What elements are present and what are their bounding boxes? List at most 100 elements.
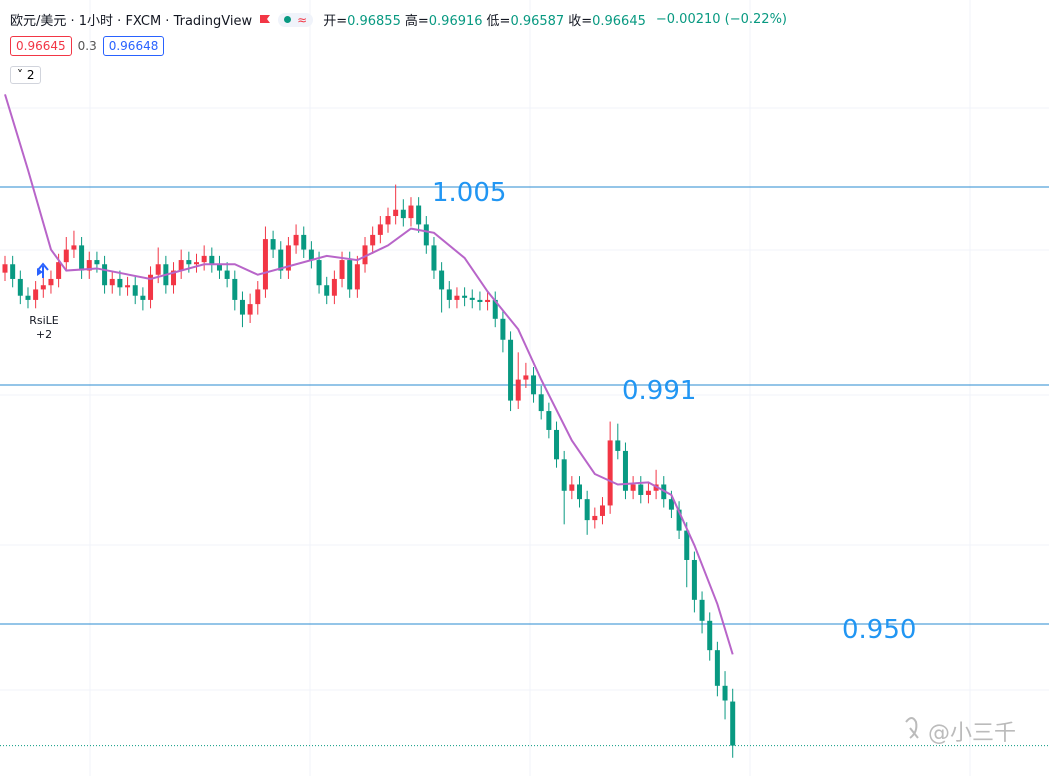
candle-body (676, 509, 682, 531)
legend-label: 开= (323, 14, 348, 29)
candle-body (569, 484, 575, 491)
candle-body (523, 375, 529, 380)
candle-body (86, 260, 92, 271)
candle-body (33, 289, 39, 300)
candle-body (645, 490, 651, 495)
candle-body (370, 234, 376, 246)
candle-body (17, 278, 23, 296)
candle-body (599, 505, 605, 516)
level-label: 0.950 (842, 615, 916, 645)
candle-body (469, 297, 475, 300)
candle-body (56, 262, 62, 279)
candle-body (416, 205, 422, 225)
change: −0.00210 (−0.22%) (655, 12, 787, 27)
candle-body (730, 701, 736, 746)
candle-body (117, 278, 123, 288)
status-pill[interactable]: ≈ (278, 12, 314, 27)
candle-body (584, 499, 590, 521)
candle-body (500, 318, 506, 340)
candle-body (324, 285, 330, 296)
candle-body (262, 239, 268, 290)
signal-label: RsiLE (29, 314, 59, 327)
candle-body (722, 685, 728, 701)
candle-body (239, 299, 245, 315)
candle-body (10, 264, 16, 279)
candle-body (431, 245, 437, 271)
buy-price[interactable]: 0.96648 (102, 36, 165, 56)
candle-body (94, 260, 100, 265)
legend-label: 低= (486, 14, 511, 29)
candle-body (293, 234, 299, 246)
legend-value: 0.96855 (347, 14, 401, 29)
candle-body (607, 440, 613, 506)
sell-price[interactable]: 0.96645 (10, 36, 72, 56)
candle-body (477, 299, 483, 303)
candle-body (615, 440, 621, 451)
candle-body (622, 450, 628, 491)
candle-body (515, 379, 521, 401)
candle-body (577, 484, 582, 500)
signal-flag (37, 268, 43, 276)
candle-body (714, 650, 720, 686)
flag-icon[interactable] (258, 13, 272, 27)
candle-body (40, 285, 46, 290)
candle-body (339, 260, 345, 279)
candle-body (423, 224, 429, 246)
legend-label: 高= (404, 14, 429, 29)
candle-body (354, 264, 360, 290)
candle-body (232, 278, 238, 300)
signal-count: +2 (36, 328, 52, 341)
candle-body (25, 295, 31, 300)
candle-body (362, 245, 368, 265)
level-label: 0.991 (622, 376, 696, 406)
candle-body (155, 264, 161, 275)
quote-row: 0.96645 0.3 0.96648 (10, 36, 165, 56)
candle-body (638, 484, 644, 495)
candle-body (48, 278, 54, 286)
candle-body (630, 484, 636, 491)
symbol-title[interactable]: 欧元/美元 · 1小时 · FXCM · TradingView (10, 14, 253, 29)
legend-label: 收= (568, 14, 593, 29)
candle-body (270, 239, 276, 250)
candle-body (561, 459, 567, 491)
candle-body (148, 274, 154, 300)
moving-average (4, 94, 734, 655)
legend-value: 0.96645 (592, 14, 646, 29)
candle-body (462, 295, 468, 298)
candle-body (140, 295, 146, 300)
watermark-logo (905, 717, 919, 739)
candle-body (216, 264, 222, 271)
header: 欧元/美元 · 1小时 · FXCM · TradingView ≈ 开=0.9… (10, 10, 787, 29)
candle-body (377, 224, 383, 235)
candle-body (592, 515, 598, 521)
candle-body (408, 205, 414, 219)
candle-body (454, 295, 460, 300)
candle-body (2, 264, 8, 273)
candle-body (531, 375, 537, 395)
candle-body (301, 234, 307, 250)
candle-body (554, 429, 560, 460)
candle-body (209, 255, 215, 265)
candle-body (201, 255, 207, 263)
legend-value: 0.96916 (428, 14, 483, 29)
candle-body (186, 260, 192, 265)
candle-body (508, 339, 514, 401)
candle-body (125, 285, 131, 288)
collapse-button[interactable]: ˅ 2 (10, 66, 42, 84)
candle-body (347, 260, 353, 290)
candle-body (132, 285, 138, 296)
candle-body (224, 270, 230, 279)
candle-body (485, 299, 491, 303)
legend-value: 0.96587 (510, 14, 565, 29)
candle-body (546, 411, 552, 430)
candle-body (385, 216, 391, 225)
candle-body (538, 394, 544, 412)
candle-body (439, 270, 445, 290)
candle-body (178, 260, 184, 271)
candle-body (707, 620, 713, 651)
ohlc-legend: 开=0.96855 高=0.96916 低=0.96587 收=0.96645 (319, 10, 646, 29)
candle-body (668, 499, 674, 510)
